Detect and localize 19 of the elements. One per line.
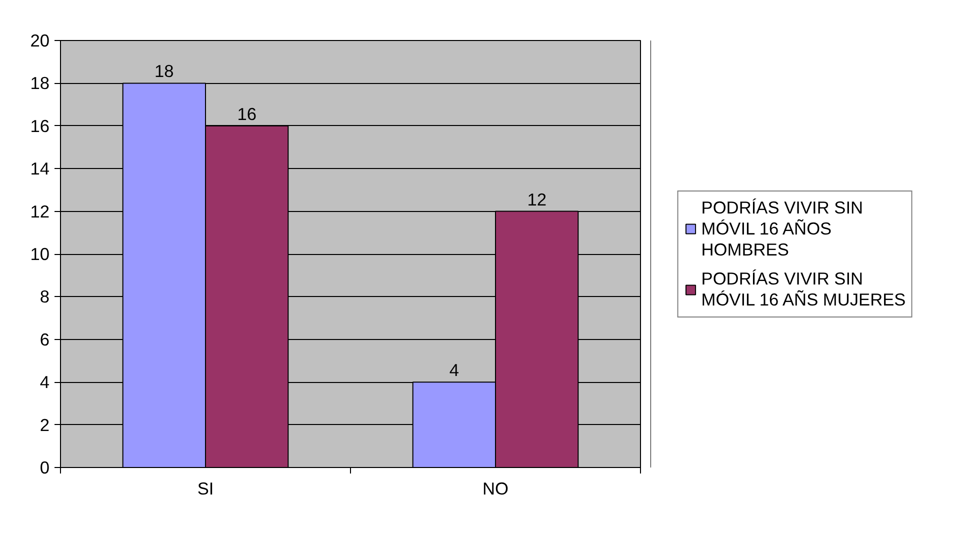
y-tick-label: 6: [40, 329, 50, 350]
data-label: 18: [154, 61, 174, 82]
y-tick-label: 8: [40, 286, 50, 307]
y-tick-label: 14: [30, 158, 50, 179]
y-tick-label: 0: [40, 458, 50, 478]
y-tick-label: 18: [30, 73, 50, 94]
legend-label: PODRÍAS VIVIR SIN MÓVIL 16 AÑOS HOMBRES: [701, 197, 864, 260]
data-label: 4: [449, 360, 460, 380]
y-tick-label: 16: [30, 116, 50, 136]
data-label: 16: [237, 104, 256, 124]
y-tick-label: 2: [40, 414, 50, 435]
x-tick-label: SI: [197, 478, 214, 498]
y-tick-label: 4: [40, 372, 50, 392]
legend-label: PODRÍAS VIVIR SIN MÓVIL 16 AÑS MUJERES: [701, 268, 906, 310]
x-tick-label: NO: [482, 478, 509, 498]
y-tick-label: 12: [30, 201, 50, 222]
data-label: 12: [527, 189, 546, 210]
y-tick-label: 10: [30, 244, 50, 264]
y-tick-label: 20: [30, 30, 50, 50]
